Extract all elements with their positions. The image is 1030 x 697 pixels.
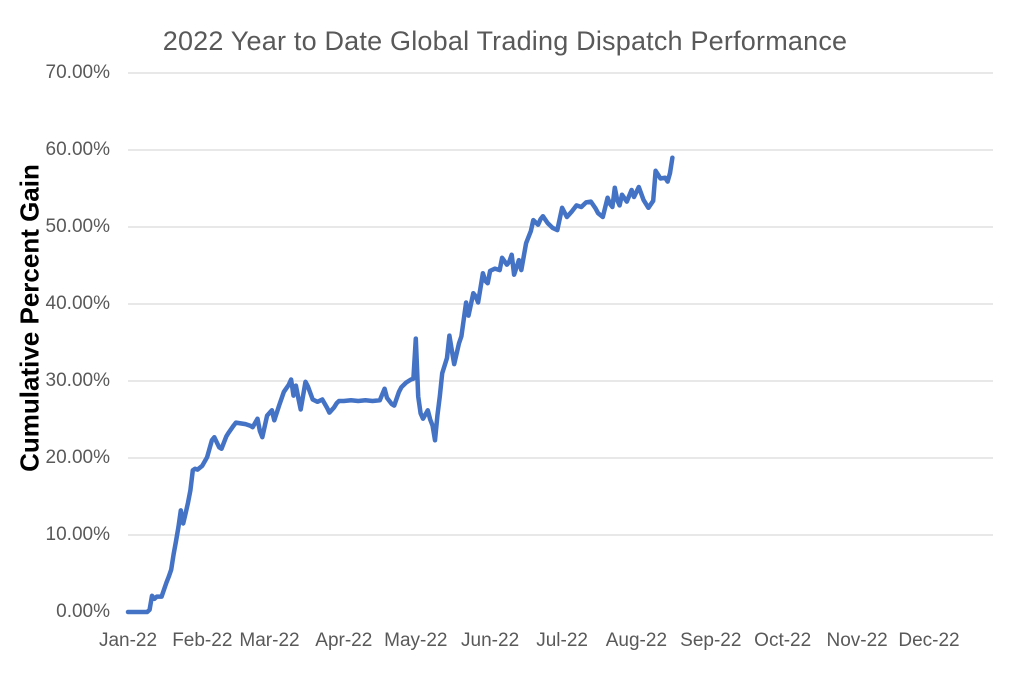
- x-tick-label: Nov-22: [826, 630, 888, 651]
- chart-title: 2022 Year to Date Global Trading Dispatc…: [162, 26, 848, 56]
- x-tick-label: Feb-22: [172, 630, 233, 651]
- x-tick-label: Apr-22: [315, 630, 373, 651]
- performance-line: [125, 155, 675, 615]
- y-tick-label: 60.00%: [45, 139, 110, 160]
- x-tick-label: Dec-22: [898, 630, 960, 651]
- x-tick-label: Jan-22: [98, 630, 158, 651]
- x-tick-label: Jun-22: [461, 630, 520, 651]
- y-tick-label: 70.00%: [45, 62, 110, 83]
- x-tick-label: Oct-22: [754, 630, 812, 651]
- y-tick-label: 0.00%: [56, 601, 110, 622]
- x-tick-label: Mar-22: [239, 630, 300, 651]
- y-tick-label: 10.00%: [45, 524, 110, 545]
- y-tick-label: 40.00%: [45, 293, 110, 314]
- y-tick-label: 30.00%: [45, 370, 110, 391]
- x-tick-label: Jul-22: [536, 630, 588, 651]
- y-tick-label: 20.00%: [45, 447, 110, 468]
- y-tick-label: 50.00%: [45, 216, 110, 237]
- x-tick-label: May-22: [384, 630, 448, 651]
- gridlines: [128, 72, 993, 536]
- x-tick-label: Aug-22: [605, 630, 668, 651]
- x-tick-label: Sep-22: [680, 630, 742, 651]
